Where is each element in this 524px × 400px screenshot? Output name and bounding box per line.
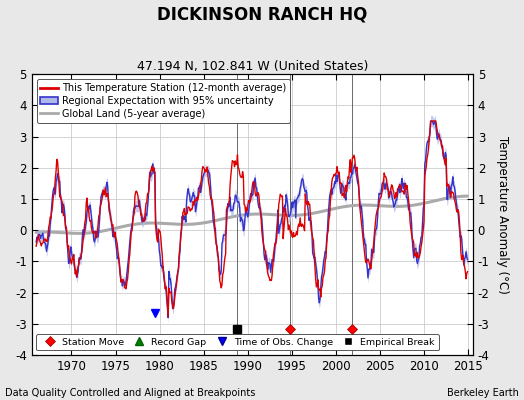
Legend: Station Move, Record Gap, Time of Obs. Change, Empirical Break: Station Move, Record Gap, Time of Obs. C… [37, 334, 439, 350]
Title: 47.194 N, 102.841 W (United States): 47.194 N, 102.841 W (United States) [137, 60, 368, 73]
Y-axis label: Temperature Anomaly (°C): Temperature Anomaly (°C) [496, 136, 509, 294]
Text: DICKINSON RANCH HQ: DICKINSON RANCH HQ [157, 6, 367, 24]
Text: Berkeley Earth: Berkeley Earth [447, 388, 519, 398]
Text: Data Quality Controlled and Aligned at Breakpoints: Data Quality Controlled and Aligned at B… [5, 388, 256, 398]
